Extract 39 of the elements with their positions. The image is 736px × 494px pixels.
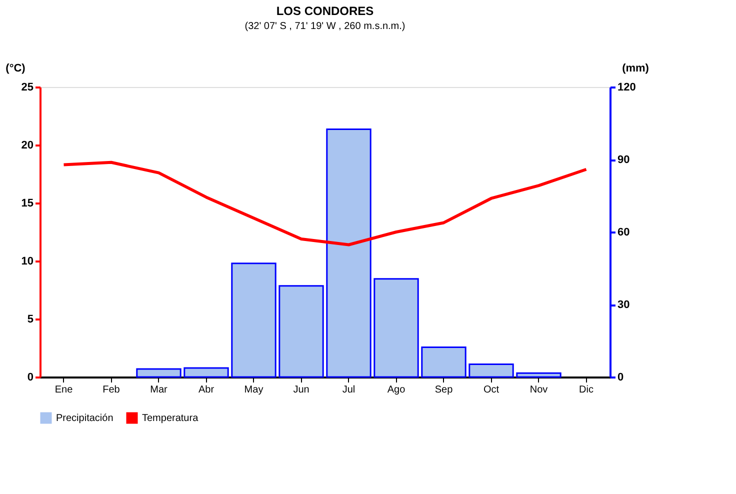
y-axis-title: (°C) [6,62,26,74]
y2-tick-label: 0 [618,372,624,384]
y2-axis-title: (mm) [622,62,650,74]
x-tick-label: Mar [150,384,168,396]
x-tick-label: Feb [102,384,120,396]
bar [516,372,562,378]
chart-title: LOS CONDORES [276,4,374,18]
x-tick-label: Jun [293,384,310,396]
y2-tick-label: 90 [618,154,630,166]
bar [326,128,372,378]
x-tick-label: Jul [342,384,356,396]
y-tick-label: 20 [21,140,34,152]
bar [184,367,229,378]
bar [278,285,324,378]
y-tick-label: 10 [21,256,34,268]
x-tick-label: Sep [434,384,454,396]
y-tick-label: 25 [21,82,34,94]
x-tick-label: Abr [198,384,215,396]
y-tick-label: 15 [21,198,34,210]
bar [374,278,419,378]
x-tick-label: Oct [483,384,500,396]
y2-tick-label: 120 [618,82,636,94]
x-tick-label: Nov [530,384,548,396]
chart-subtitle: (32' 07' S , 71' 19' W , 260 m.s.n.m.) [244,21,406,32]
y2-tick-label: 60 [618,226,630,238]
bar [231,262,276,378]
x-tick-label: Ene [54,384,74,396]
legend-label: Temperatura [142,413,199,424]
y-tick-label: 0 [27,372,34,384]
legend-label: Precipitación [56,413,114,424]
x-tick-label: Ago [387,384,406,396]
x-tick-label: Dic [579,384,594,396]
y-tick-label: 5 [27,314,34,326]
bar [468,363,514,378]
bar [421,346,466,378]
bar [136,368,182,378]
y2-tick-label: 30 [618,299,630,311]
x-tick-label: May [244,384,264,396]
line-series [62,160,588,246]
